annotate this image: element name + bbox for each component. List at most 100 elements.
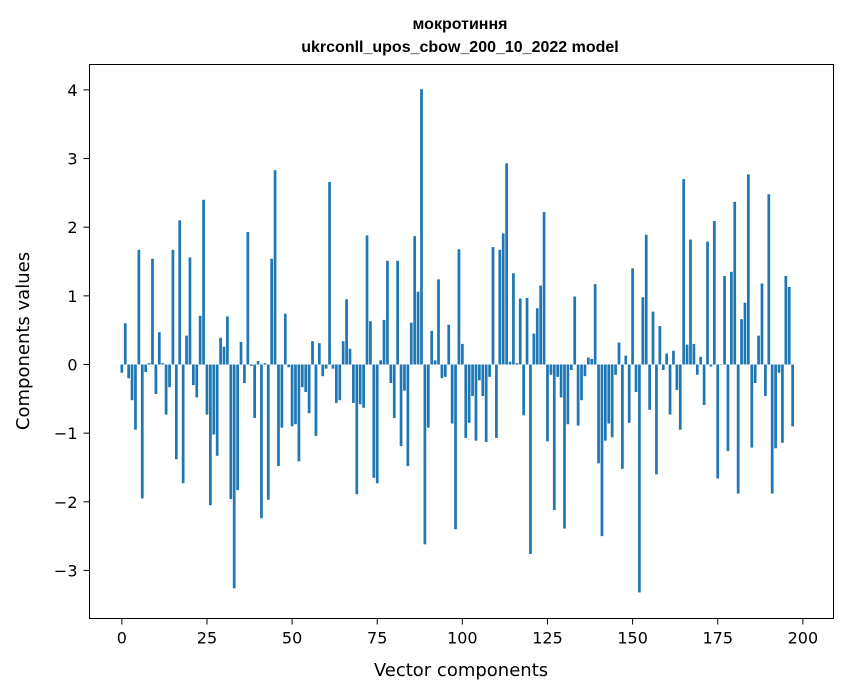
bar-39	[253, 364, 256, 419]
bar-29	[219, 337, 222, 365]
bars-group	[120, 89, 794, 593]
bar-191	[770, 364, 774, 494]
bar-151	[634, 364, 638, 392]
x-tick-label-175: 175	[702, 629, 733, 648]
bar-91	[430, 330, 434, 365]
y-tick-label-0: 0	[67, 355, 77, 374]
bar-130	[563, 364, 566, 529]
bar-45	[273, 170, 277, 365]
bar-176	[719, 364, 723, 365]
bar-7	[144, 364, 148, 373]
bar-192	[774, 364, 777, 449]
bar-27	[212, 364, 216, 435]
bar-30	[222, 346, 226, 365]
bar-160	[665, 353, 669, 365]
plot-frame	[89, 64, 834, 619]
chart-title-line1: мокротиння	[413, 16, 508, 33]
bar-110	[495, 364, 498, 438]
chart-title-line2: ukrconll_upos_cbow_200_10_2022 model	[301, 39, 618, 56]
bar-33	[232, 364, 236, 589]
bar-194	[781, 364, 784, 443]
bar-25	[205, 364, 209, 415]
bar-101	[464, 364, 468, 438]
bar-77	[382, 319, 386, 365]
bar-126	[549, 364, 553, 375]
bar-75	[375, 364, 379, 484]
bar-5	[137, 249, 141, 365]
bar-24	[202, 199, 205, 365]
bar-105	[478, 364, 481, 381]
bar-70	[358, 364, 362, 405]
bar-131	[566, 364, 570, 425]
bar-94	[440, 364, 444, 379]
x-tick-label-150: 150	[617, 629, 648, 648]
bar-98	[454, 364, 457, 530]
bar-121	[532, 333, 536, 365]
bar-157	[655, 364, 658, 475]
bar-128	[556, 364, 560, 377]
bar-175	[716, 364, 720, 479]
bar-63	[335, 364, 338, 403]
y-tick-label-4: 4	[67, 81, 77, 100]
bar-118	[522, 364, 525, 416]
bar-44	[270, 258, 274, 365]
bar-21	[191, 364, 195, 386]
bar-53	[300, 364, 304, 388]
bar-65	[341, 341, 345, 365]
x-tick-label-200: 200	[788, 629, 819, 648]
bar-97	[450, 364, 454, 424]
bar-162	[672, 350, 675, 365]
bar-34	[236, 364, 239, 491]
bar-134	[576, 364, 580, 426]
bar-100	[460, 343, 464, 365]
x-tick-label-125: 125	[532, 629, 563, 648]
bar-49	[287, 364, 291, 368]
bar-166	[685, 344, 689, 365]
y-axis-ticks: −3 −2 −1 0 1 2 3 4	[54, 81, 90, 580]
bar-31	[226, 316, 229, 365]
bar-54	[304, 364, 308, 392]
bar-169	[695, 364, 699, 375]
bar-147	[621, 364, 624, 469]
bar-82	[399, 364, 403, 447]
bar-106	[481, 364, 485, 397]
bar-3	[130, 364, 134, 401]
bar-35	[239, 341, 243, 365]
bar-170	[699, 356, 703, 365]
bar-87	[416, 291, 420, 365]
bar-67	[348, 348, 352, 365]
bar-15	[171, 249, 175, 365]
x-axis-label: Vector components	[374, 660, 548, 681]
x-tick-label-25: 25	[197, 629, 217, 648]
x-tick-label-0: 0	[117, 629, 127, 648]
bar-195	[784, 275, 788, 365]
bar-154	[644, 234, 648, 365]
bar-136	[583, 364, 587, 377]
bar-32	[229, 364, 233, 500]
bar-12	[161, 363, 165, 365]
bar-103	[471, 364, 474, 397]
bar-50	[290, 364, 294, 427]
bar-55	[307, 364, 311, 414]
bar-120	[529, 364, 532, 554]
bar-38	[249, 364, 253, 366]
bar-10	[154, 364, 158, 395]
bar-155	[648, 364, 651, 410]
bar-179	[729, 271, 733, 365]
bar-116	[515, 363, 519, 365]
y-tick-label--1: −1	[54, 424, 78, 443]
bar-78	[386, 260, 389, 365]
bar-177	[723, 275, 726, 365]
bar-112	[501, 233, 505, 365]
bar-129	[559, 364, 563, 398]
bar-104	[474, 364, 478, 441]
bar-165	[682, 179, 686, 365]
bar-196	[787, 286, 791, 365]
y-tick-label-2: 2	[67, 218, 77, 237]
bar-152	[638, 364, 641, 593]
bar-86	[413, 236, 417, 365]
bar-36	[243, 364, 246, 384]
y-tick-label--2: −2	[54, 493, 78, 512]
bar-184	[747, 174, 750, 365]
